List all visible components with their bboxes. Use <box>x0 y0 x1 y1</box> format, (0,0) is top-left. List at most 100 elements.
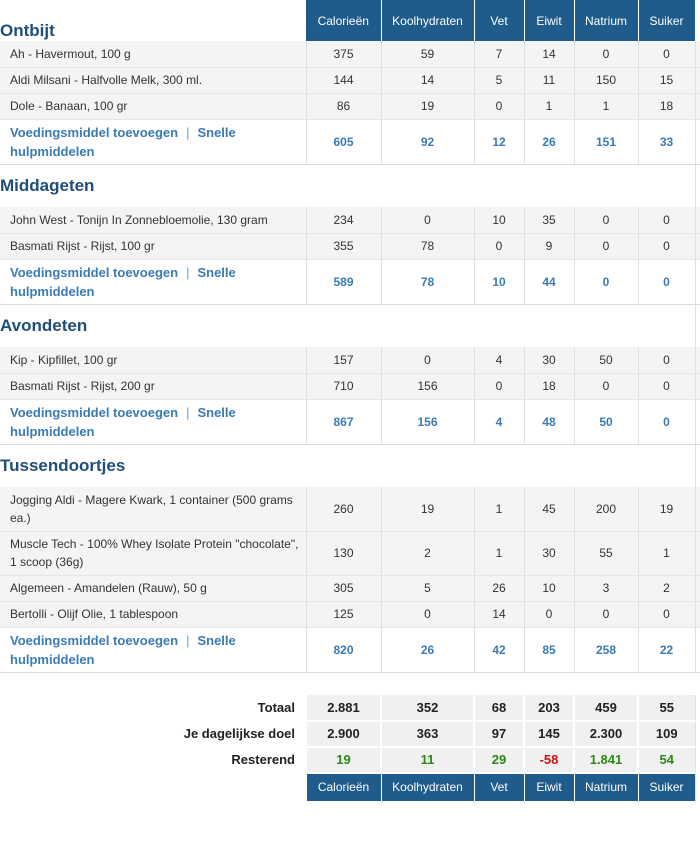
nutrient-value: 3 <box>573 575 638 602</box>
summary-value: 55 <box>637 694 695 722</box>
column-header: Natrium <box>573 772 638 801</box>
food-name[interactable]: Dole - Banaan, 100 gr <box>0 93 306 120</box>
add-food-link[interactable]: Voedingsmiddel toevoegen <box>10 264 179 280</box>
meal-subtotal-row: Voedingsmiddel toevoegen | Snelle hulpmidd… <box>0 259 700 305</box>
nutrient-value: 305 <box>305 575 381 602</box>
nutrient-value: 0 <box>380 207 474 234</box>
summary-value: 1.841 <box>573 746 638 774</box>
food-row[interactable]: Bertolli - Olijf Olie, 1 tablespoon 125 0 1… <box>0 601 700 628</box>
food-name[interactable]: Aldi Milsani - Halfvolle Melk, 300 ml. <box>0 67 306 94</box>
column-header <box>381 164 474 207</box>
meal-total-value: 4 <box>473 399 524 445</box>
food-row[interactable]: Dole - Banaan, 100 gr 86 19 0 1 1 18 <box>0 93 700 120</box>
nutrient-value: 18 <box>637 93 695 120</box>
spacer-cell <box>524 672 574 695</box>
food-name[interactable]: Jogging Aldi - Magere Kwark, 1 container… <box>0 487 306 532</box>
meal-title: Tussendoortjes <box>0 455 126 475</box>
add-food-link[interactable]: Voedingsmiddel toevoegen <box>10 404 179 420</box>
food-row[interactable]: Aldi Milsani - Halfvolle Melk, 300 ml. 14… <box>0 67 700 94</box>
meal-title: Middageten <box>0 175 95 195</box>
summary-value: 352 <box>380 694 474 722</box>
add-food-link[interactable]: Voedingsmiddel toevoegen <box>10 124 179 140</box>
quick-tools-link[interactable]: Snelle hulpmiddelen <box>10 632 236 667</box>
food-row[interactable]: Basmati Rijst - Rijst, 100 gr 355 78 0 9 0 0 <box>0 233 700 260</box>
meal-total-value: 867 <box>305 399 381 445</box>
column-header: Koolhydraten <box>380 772 474 801</box>
row-end <box>694 233 700 260</box>
row-end <box>694 720 700 747</box>
quick-tools-link[interactable]: Snelle hulpmiddelen <box>10 124 236 159</box>
column-header <box>574 164 638 207</box>
row-end <box>694 304 700 347</box>
spacer-cell <box>638 672 695 695</box>
nutrient-value: 234 <box>305 207 381 234</box>
spacer-cell <box>306 672 381 695</box>
food-name[interactable]: Ah - Havermout, 100 g <box>0 41 306 68</box>
add-food-link[interactable]: Voedingsmiddel toevoegen <box>10 632 179 648</box>
column-header: Suiker <box>637 772 695 801</box>
meal-total-value: 22 <box>637 627 695 673</box>
meal-total-value: 258 <box>573 627 638 673</box>
food-row[interactable]: John West - Tonijn In Zonnebloemolie, 13… <box>0 207 700 234</box>
nutrient-value: 2 <box>637 575 695 602</box>
nutrient-value: 14 <box>380 67 474 94</box>
meal-subtotal-row: Voedingsmiddel toevoegen | Snelle hulpmidd… <box>0 399 700 445</box>
row-end <box>694 746 700 773</box>
food-row[interactable]: Basmati Rijst - Rijst, 200 gr 710 156 0 18 0 0 <box>0 373 700 400</box>
food-name[interactable]: Basmati Rijst - Rijst, 100 gr <box>0 233 306 260</box>
food-name[interactable]: Basmati Rijst - Rijst, 200 gr <box>0 373 306 400</box>
food-row[interactable]: Jogging Aldi - Magere Kwark, 1 container… <box>0 487 700 532</box>
meal-actions: Voedingsmiddel toevoegen | Snelle hulpmidd… <box>0 627 306 673</box>
food-name[interactable]: Kip - Kipfillet, 100 gr <box>0 347 306 374</box>
summary-value: 19 <box>305 746 381 774</box>
food-name[interactable]: John West - Tonijn In Zonnebloemolie, 13… <box>0 207 306 234</box>
food-name[interactable]: Algemeen - Amandelen (Rauw), 50 g <box>0 575 306 602</box>
row-end <box>694 444 700 487</box>
nutrient-value: 10 <box>473 207 524 234</box>
nutrient-value: 9 <box>523 233 574 260</box>
column-header: Calorieën <box>306 0 382 41</box>
column-header: Koolhydraten <box>380 0 475 41</box>
column-header <box>574 304 638 347</box>
nutrient-value: 5 <box>380 575 474 602</box>
row-end <box>694 93 700 120</box>
food-name[interactable]: Bertolli - Olijf Olie, 1 tablespoon <box>0 601 306 628</box>
row-end <box>694 164 700 207</box>
quick-tools-link[interactable]: Snelle hulpmiddelen <box>10 264 236 299</box>
row-end <box>694 0 700 41</box>
nutrient-value: 50 <box>573 347 638 374</box>
row-end <box>694 575 700 602</box>
food-name[interactable]: Muscle Tech - 100% Whey Isolate Protein … <box>0 531 306 576</box>
summary-value: 2.900 <box>305 720 381 748</box>
summary-value: 363 <box>380 720 474 748</box>
meal-total-value: 26 <box>380 627 474 673</box>
meal-total-value: 48 <box>523 399 574 445</box>
quick-tools-link[interactable]: Snelle hulpmiddelen <box>10 404 236 439</box>
nutrient-value: 30 <box>523 531 574 576</box>
column-header <box>638 304 695 347</box>
nutrient-value: 78 <box>380 233 474 260</box>
spacer-cell <box>574 672 638 695</box>
nutrient-value: 0 <box>473 373 524 400</box>
nutrient-value: 19 <box>380 487 474 532</box>
nutrient-value: 0 <box>473 93 524 120</box>
summary-value: 29 <box>473 746 524 774</box>
meal-total-value: 151 <box>573 119 638 165</box>
column-header <box>474 444 524 487</box>
meal-total-value: 85 <box>523 627 574 673</box>
nutrient-value: 1 <box>523 93 574 120</box>
nutrient-value: 14 <box>473 601 524 628</box>
meal-total-value: 589 <box>305 259 381 305</box>
column-header: Calorieën <box>305 772 381 801</box>
food-row[interactable]: Ah - Havermout, 100 g 375 59 7 14 0 0 <box>0 41 700 68</box>
row-end <box>694 373 700 400</box>
nutrient-value: 1 <box>637 531 695 576</box>
summary-value: 203 <box>523 694 574 722</box>
nutrient-value: 0 <box>380 347 474 374</box>
nutrient-value: 7 <box>473 41 524 68</box>
food-row[interactable]: Algemeen - Amandelen (Rauw), 50 g 305 5 26 1… <box>0 575 700 602</box>
food-row[interactable]: Muscle Tech - 100% Whey Isolate Protein … <box>0 531 700 576</box>
nutrient-value: 156 <box>380 373 474 400</box>
food-row[interactable]: Kip - Kipfillet, 100 gr 157 0 4 30 50 0 <box>0 347 700 374</box>
nutrient-value: 45 <box>523 487 574 532</box>
